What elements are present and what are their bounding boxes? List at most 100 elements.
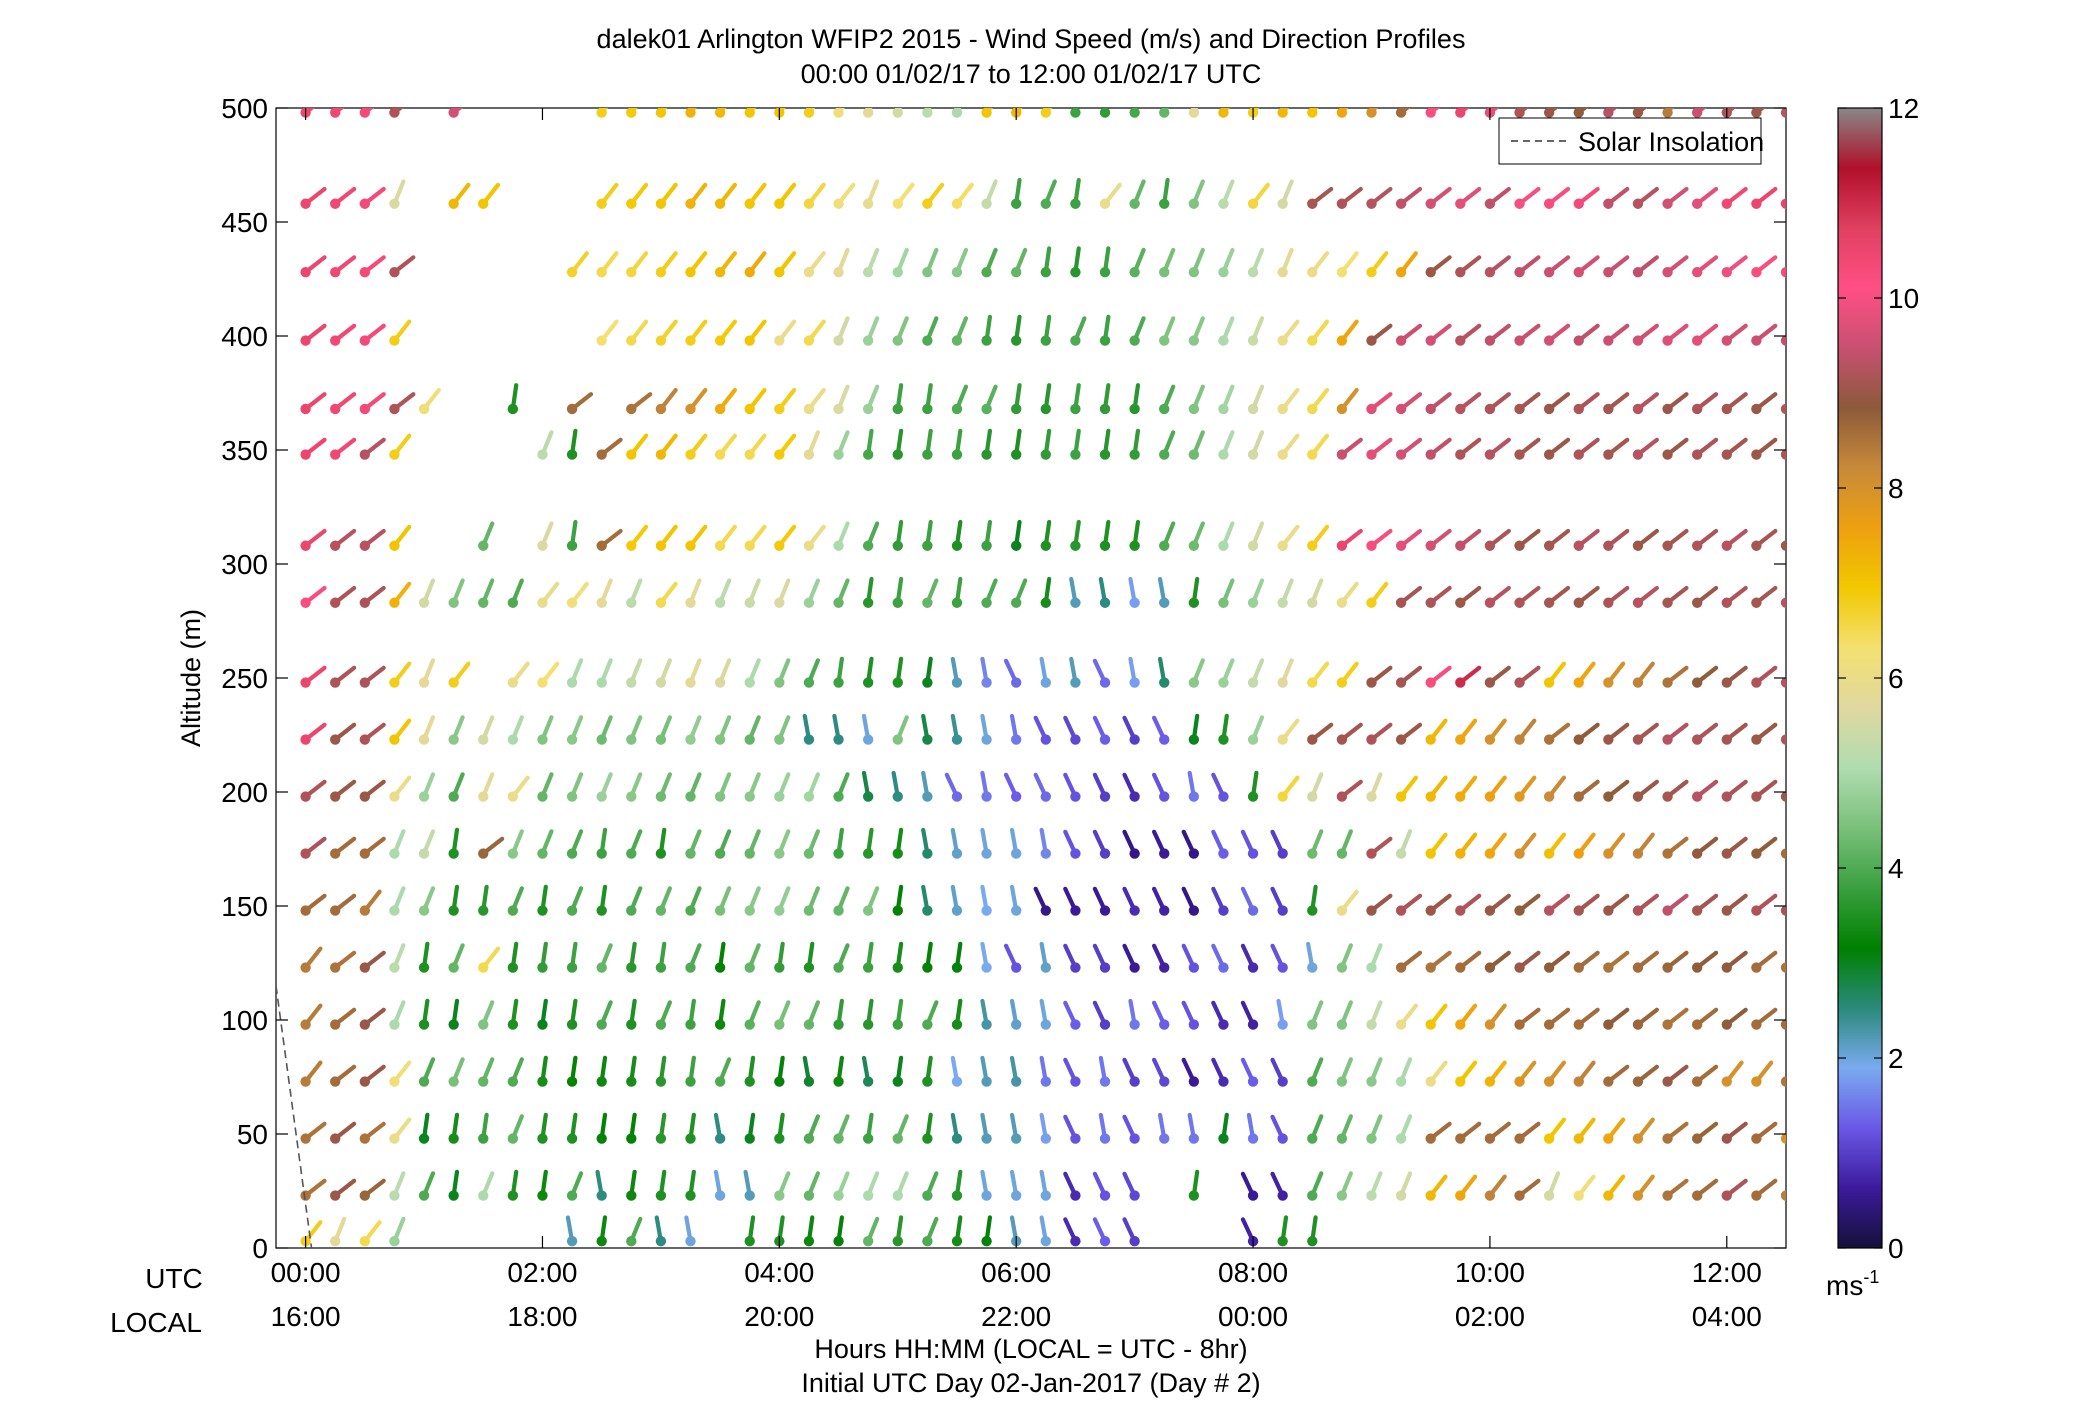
wind-barb-dot xyxy=(774,449,785,460)
wind-barb xyxy=(1721,836,1748,859)
wind-barb xyxy=(774,1112,785,1144)
wind-barb-dot xyxy=(300,403,311,415)
wind-barb-shaft xyxy=(1816,326,1835,341)
wind-barb-dot xyxy=(389,1133,400,1144)
wind-barb-dot xyxy=(1395,597,1407,608)
wind-barb-dot xyxy=(1662,1190,1673,1201)
wind-barb xyxy=(1063,1000,1081,1030)
wind-barb-dot xyxy=(1010,677,1022,688)
wind-barb xyxy=(330,665,357,688)
wind-barb-dot xyxy=(1247,905,1259,916)
wind-barb-dot xyxy=(714,1076,726,1087)
wind-barb xyxy=(685,886,702,916)
wind-barb-dot xyxy=(862,108,874,118)
wind-barb xyxy=(1988,588,2012,608)
wind-barb-dot xyxy=(359,403,371,415)
wind-barb-dot xyxy=(478,905,489,916)
wind-barb-dot xyxy=(1632,962,1644,973)
wind-barb-shaft xyxy=(1993,668,2012,683)
wind-barb xyxy=(891,770,903,802)
wind-barb-dot xyxy=(566,1076,578,1087)
wind-barb-dot xyxy=(389,597,400,608)
wind-barb xyxy=(1899,394,1923,414)
wind-barb xyxy=(1988,531,2012,551)
wind-barb-dot xyxy=(655,1076,667,1087)
wind-barb-dot xyxy=(2018,905,2028,915)
wind-barb xyxy=(1573,893,1600,916)
wind-barb-dot xyxy=(1988,848,1998,858)
wind-barb-dot xyxy=(1277,1190,1288,1201)
wind-barb-dot xyxy=(1247,1076,1259,1087)
y-tick-label: 0 xyxy=(252,1233,268,1264)
wind-barb-dot xyxy=(1514,1019,1525,1030)
wind-barb xyxy=(507,886,524,916)
wind-barb xyxy=(1270,829,1288,859)
wind-barb xyxy=(1039,827,1052,859)
wind-barb xyxy=(1455,718,1478,745)
wind-barb-dot xyxy=(1010,848,1022,859)
wind-barb xyxy=(1395,1057,1413,1087)
wind-barb-dot xyxy=(1099,449,1111,460)
wind-barb-dot xyxy=(1425,449,1436,460)
wind-barb-dot xyxy=(1810,1133,1820,1143)
wind-barb-dot xyxy=(1040,335,1052,346)
wind-barb-dot xyxy=(1395,266,1407,278)
wind-barb xyxy=(774,1171,791,1201)
wind-barb xyxy=(1455,775,1478,802)
wind-barb-dot xyxy=(1188,905,1200,916)
wind-barb-dot xyxy=(1632,597,1644,608)
wind-barb-dot xyxy=(1159,108,1170,118)
wind-barb-dot xyxy=(626,1190,637,1201)
wind-barb-dot xyxy=(478,734,489,745)
wind-barb-shaft xyxy=(2082,896,2098,911)
wind-barb xyxy=(418,1171,436,1201)
wind-barb-dot xyxy=(1632,905,1644,916)
wind-barb-dot xyxy=(892,1076,903,1087)
wind-barb-dot xyxy=(1751,335,1762,346)
wind-barb xyxy=(1573,779,1600,802)
wind-barb xyxy=(1958,1124,1982,1144)
wind-barb xyxy=(1009,998,1022,1030)
wind-barb-dot xyxy=(566,449,578,460)
wind-barb-dot xyxy=(1247,1133,1259,1144)
wind-barb xyxy=(1573,722,1600,745)
wind-barb-shaft xyxy=(2082,1181,2098,1196)
wind-barb-dot xyxy=(2047,335,2057,345)
wind-barb xyxy=(2018,839,2042,859)
wind-barb-dot xyxy=(1780,962,1786,973)
wind-barb-dot xyxy=(1958,541,1968,551)
wind-barb xyxy=(330,893,357,916)
wind-barb xyxy=(478,1112,489,1144)
wind-barb-dot xyxy=(1573,108,1584,118)
wind-barb-dot xyxy=(1395,905,1407,916)
wind-barb-dot xyxy=(1810,199,1820,209)
wind-barb-dot xyxy=(359,905,371,916)
wind-barb-dot xyxy=(1751,734,1762,745)
wind-barb xyxy=(2077,588,2098,608)
wind-barb-dot xyxy=(1514,597,1525,608)
wind-barb-dot xyxy=(1277,403,1288,415)
wind-barb xyxy=(1039,1169,1052,1201)
x-tick-label-local: 18:00 xyxy=(507,1301,577,1332)
wind-barb-dot xyxy=(951,1190,963,1201)
wind-barb xyxy=(1958,588,1982,608)
wind-barb xyxy=(595,1169,607,1201)
wind-barb-dot xyxy=(685,677,696,688)
wind-barb-dot xyxy=(774,1076,785,1087)
wind-barb xyxy=(300,893,327,916)
wind-barb-dot xyxy=(803,848,815,859)
wind-barb-dot xyxy=(2077,677,2087,687)
wind-barb xyxy=(1092,715,1111,745)
x-tick-label-local: 20:00 xyxy=(744,1301,814,1332)
wind-barb-dot xyxy=(1899,541,1909,551)
wind-barb xyxy=(2018,1181,2042,1201)
wind-barb-dot xyxy=(803,449,815,460)
wind-barb-dot xyxy=(1603,791,1614,802)
wind-barb-dot xyxy=(981,1133,992,1144)
wind-barb-dot xyxy=(1307,962,1318,973)
wind-barb-dot xyxy=(1247,1019,1259,1030)
wind-barb xyxy=(1721,893,1748,916)
wind-barb-dot xyxy=(1129,597,1140,608)
wind-barb xyxy=(2077,440,2098,460)
wind-barb-dot xyxy=(1603,1019,1614,1030)
